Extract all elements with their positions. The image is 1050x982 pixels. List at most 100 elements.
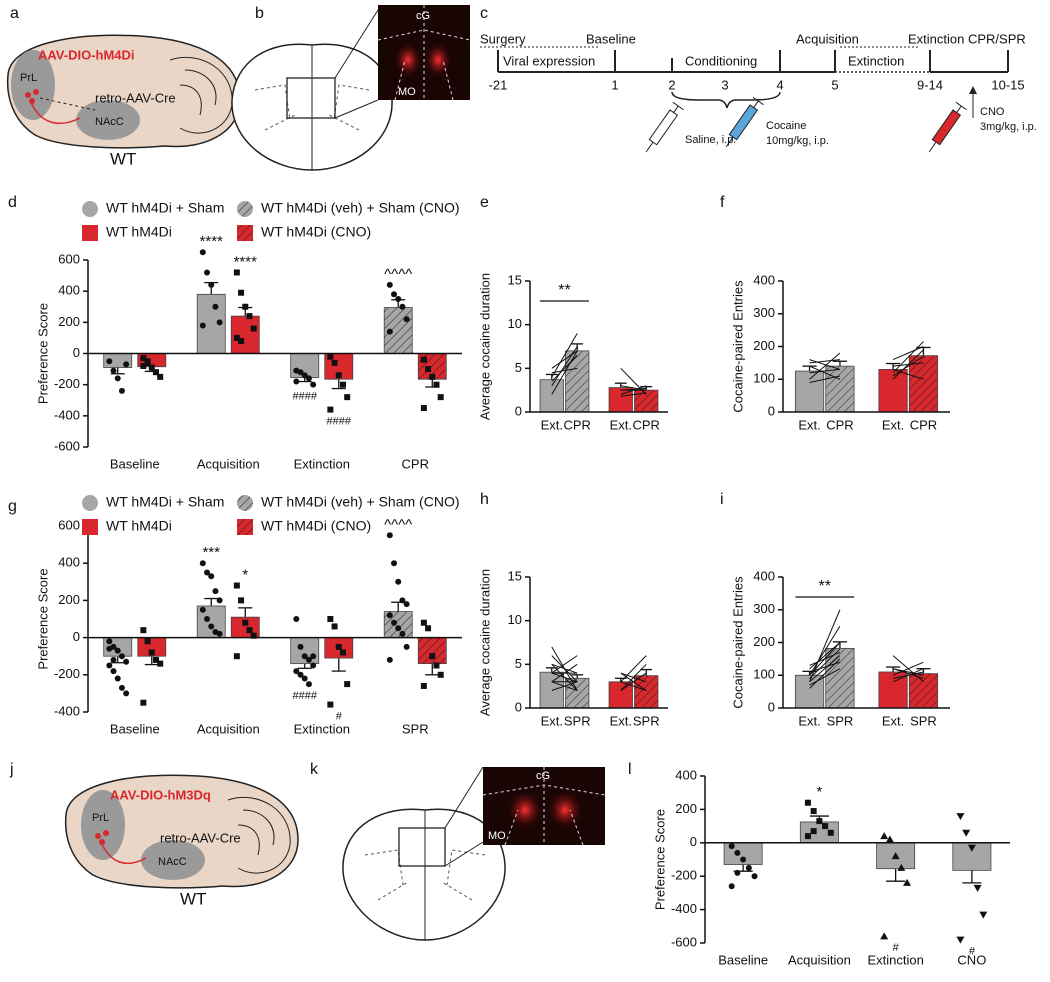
data-point [433,662,440,669]
x-tick-label: Ext. [798,417,820,432]
y-tick-label: 600 [58,517,80,532]
y-tick-label: 5 [515,656,522,671]
y-axis-label: Preference Score [35,303,50,404]
y-tick-label: 100 [753,667,775,682]
section-diagram-k: k cG MO [310,761,606,941]
paired-line [551,367,578,374]
data-point [114,675,121,682]
data-point [822,823,829,830]
data-point [740,856,747,863]
day-label: 1 [611,77,618,92]
region-label: cG [536,770,550,782]
injection-label: Cocaine [766,120,806,132]
x-tick-label: Extinction [867,952,923,967]
significance-label: ** [819,578,831,595]
timeline-c: c Surgery Baseline Acquisition Extinctio… [480,5,1037,153]
data-point [331,623,338,630]
syringe [928,101,967,153]
data-point [810,828,817,835]
data-point [880,932,889,940]
injection-label: Saline, i.p. [685,134,736,146]
paired-line [892,668,924,676]
arrow-head [969,86,977,94]
y-tick-label: 10 [508,612,522,627]
bar [230,315,260,354]
paired-line [892,668,924,680]
y-tick-label: 15 [508,568,522,583]
data-point [827,829,834,836]
data-point [204,616,211,622]
x-tick-label: Baseline [718,952,768,967]
x-tick-label: CPR [633,417,660,432]
data-point [734,849,741,856]
x-tick-label: SPR [910,713,937,728]
data-point [216,597,223,604]
y-tick-label: 5 [515,360,522,375]
data-point [152,656,159,663]
legend-label: WT hM4Di (veh) + Sham (CNO) [261,494,460,510]
injection-label: 10mg/kg, i.p. [766,135,829,147]
data-point [212,303,219,310]
data-point [420,405,427,412]
region-borders [377,5,471,101]
y-tick-label: -400 [54,407,80,422]
data-point [301,675,308,682]
panel-label: k [310,761,319,778]
data-point [751,873,758,880]
data-point [242,303,249,310]
region [81,790,125,860]
data-point [967,844,976,852]
data-point [429,373,436,380]
region-borders [254,84,370,131]
y-tick-label: 15 [508,272,522,287]
data-point [386,532,393,539]
data-point [395,625,402,632]
data-point [429,653,436,660]
significance-label: ^^^^ [384,516,412,533]
data-point [216,319,223,326]
data-point [339,381,346,388]
bar [634,675,659,709]
legend-swatch [237,519,253,535]
section-diagram-b: b cG MO [231,5,471,171]
data-point [816,818,823,825]
data-point [403,316,410,323]
paired-line [809,668,841,686]
y-tick-label: 200 [675,801,697,816]
stage-label: Baseline [586,31,636,46]
data-point [204,269,211,276]
paired-line [809,359,841,370]
legend-swatch [237,201,253,217]
data-point [386,612,393,619]
region-label: cG [416,10,430,22]
legend-swatch [82,495,98,511]
x-tick-label: Acquisition [197,456,260,471]
legend-swatch [237,495,253,511]
y-axis-label: Average cocaine duration [477,569,492,716]
syringe [645,101,684,153]
phase-label: Viral expression [503,53,595,68]
paired-line [809,359,840,364]
data-point [344,394,351,401]
data-point [399,597,406,604]
data-point [335,372,342,379]
data-point [425,625,432,632]
x-tick-label: CPR [826,417,853,432]
paired-line [551,346,578,387]
day-label: 5 [831,77,838,92]
data-point [152,369,159,376]
data-point [310,653,317,660]
panel-label: j [9,761,14,778]
panel-label: a [10,5,19,22]
phase-label: Extinction [848,53,904,68]
y-tick-label: 400 [753,272,775,287]
bar [290,637,320,665]
cell [95,833,101,839]
x-tick-label: SPR [827,713,854,728]
region-label: NAcC [95,116,124,128]
data-point [310,662,317,669]
signal [507,790,543,830]
data-point [745,864,752,871]
legend-label: WT hM4Di + Sham [106,200,224,216]
